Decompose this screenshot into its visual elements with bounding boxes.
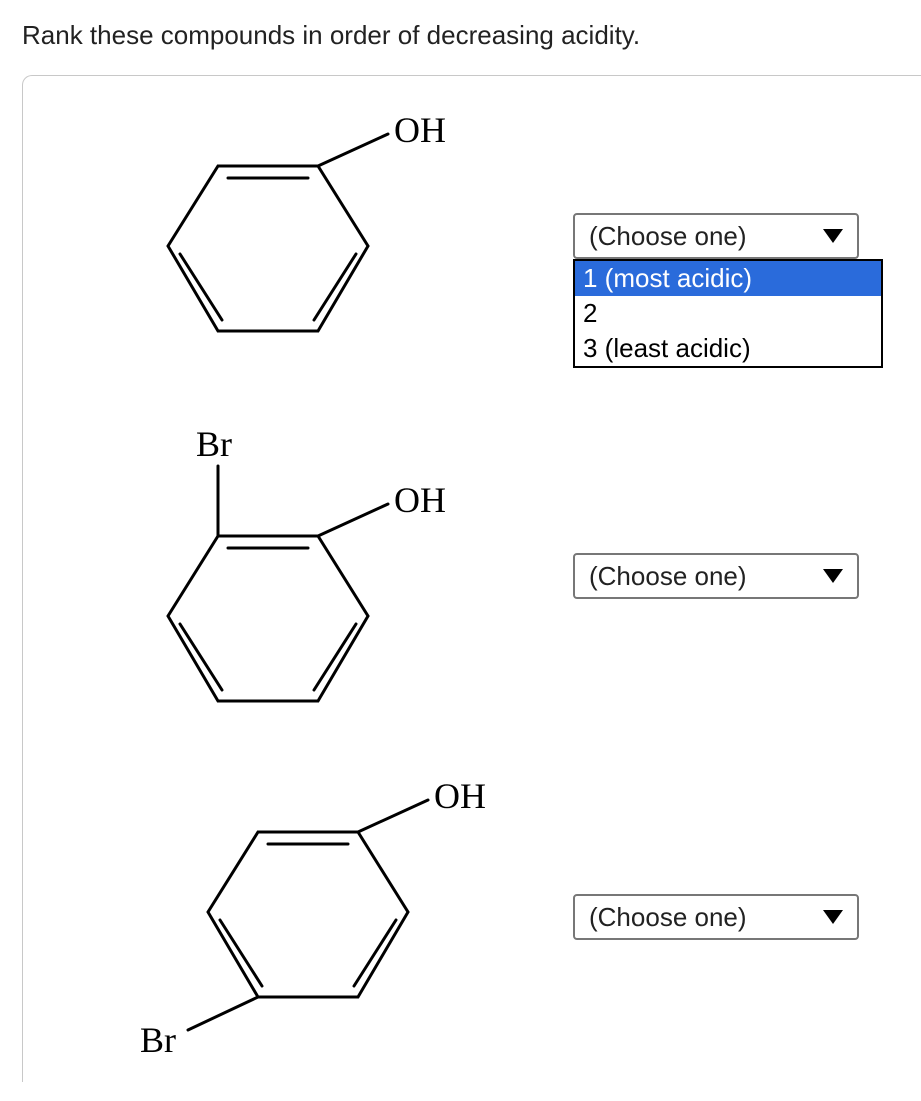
oh-label: OH bbox=[394, 480, 446, 520]
select-placeholder: (Choose one) bbox=[589, 902, 747, 933]
br-label: Br bbox=[140, 1020, 176, 1060]
select-placeholder: (Choose one) bbox=[589, 561, 747, 592]
chevron-down-icon bbox=[823, 569, 843, 583]
rank-option-3[interactable]: 3 (least acidic) bbox=[575, 331, 881, 366]
compound-row: OH Br (Choose one) bbox=[23, 416, 921, 736]
compound-row: OH Br (Choose one) bbox=[23, 772, 921, 1062]
rank-option-1[interactable]: 1 (most acidic) bbox=[575, 261, 881, 296]
answer-panel: OH (Choose one) 1 (most acidic) 2 3 (lea… bbox=[22, 75, 921, 1082]
rank-option-2[interactable]: 2 bbox=[575, 296, 881, 331]
rank-select-3-wrap: (Choose one) bbox=[573, 894, 859, 940]
oh-label: OH bbox=[394, 110, 446, 150]
rank-select-1[interactable]: (Choose one) bbox=[573, 213, 859, 259]
rank-select-2-wrap: (Choose one) bbox=[573, 553, 859, 599]
structure-phenol: OH bbox=[23, 106, 573, 366]
rank-select-2[interactable]: (Choose one) bbox=[573, 553, 859, 599]
chevron-down-icon bbox=[823, 229, 843, 243]
br-label: Br bbox=[196, 424, 232, 464]
chevron-down-icon bbox=[823, 910, 843, 924]
structure-4-bromophenol: OH Br bbox=[23, 772, 573, 1062]
select-placeholder: (Choose one) bbox=[589, 221, 747, 252]
structure-2-bromophenol: OH Br bbox=[23, 416, 573, 736]
question-text: Rank these compounds in order of decreas… bbox=[0, 0, 921, 75]
compound-row: OH (Choose one) 1 (most acidic) 2 3 (lea… bbox=[23, 106, 921, 366]
rank-select-3[interactable]: (Choose one) bbox=[573, 894, 859, 940]
rank-select-1-options: 1 (most acidic) 2 3 (least acidic) bbox=[573, 259, 883, 368]
oh-label: OH bbox=[434, 776, 486, 816]
rank-select-1-wrap: (Choose one) 1 (most acidic) 2 3 (least … bbox=[573, 213, 859, 259]
